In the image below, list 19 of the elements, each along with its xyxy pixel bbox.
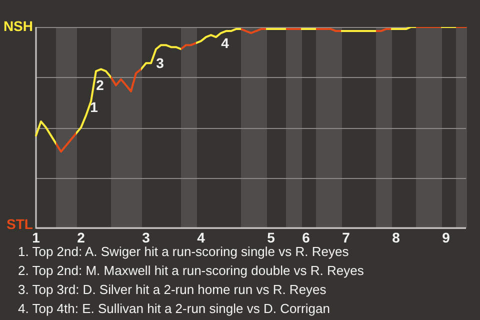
annotation: 1 bbox=[90, 98, 98, 115]
x-tick-label: 2 bbox=[77, 229, 86, 246]
text: 2. Top 2nd: M. Maxwell hit a run-scoring double vs R. Reyes bbox=[18, 262, 364, 280]
x-tick-label: 9 bbox=[442, 229, 450, 246]
x-tick-label: 3 bbox=[142, 229, 150, 246]
text: 1. Top 2nd: A. Swiger hit a run-scoring single vs R. Reyes bbox=[18, 243, 350, 261]
x-tick-label: 5 bbox=[267, 229, 276, 246]
x-tick-label: 7 bbox=[342, 229, 350, 246]
text: 3. Top 3rd: D. Silver hit a 2-run home run vs R. Reyes bbox=[18, 281, 328, 299]
text: STL bbox=[6, 216, 33, 232]
annotation: 4 bbox=[221, 34, 230, 51]
annotation: 3 bbox=[156, 54, 164, 71]
x-tick-label: 8 bbox=[392, 229, 400, 246]
x-tick-label: 4 bbox=[197, 229, 206, 246]
text: NSH bbox=[3, 18, 33, 34]
x-tick-label: 6 bbox=[302, 229, 310, 246]
annotation: 2 bbox=[96, 76, 104, 93]
x-tick-label: 1 bbox=[32, 229, 40, 246]
text: 4. Top 4th: E. Sullivan hit a 2-run single vs D. Corrigan bbox=[18, 300, 331, 318]
